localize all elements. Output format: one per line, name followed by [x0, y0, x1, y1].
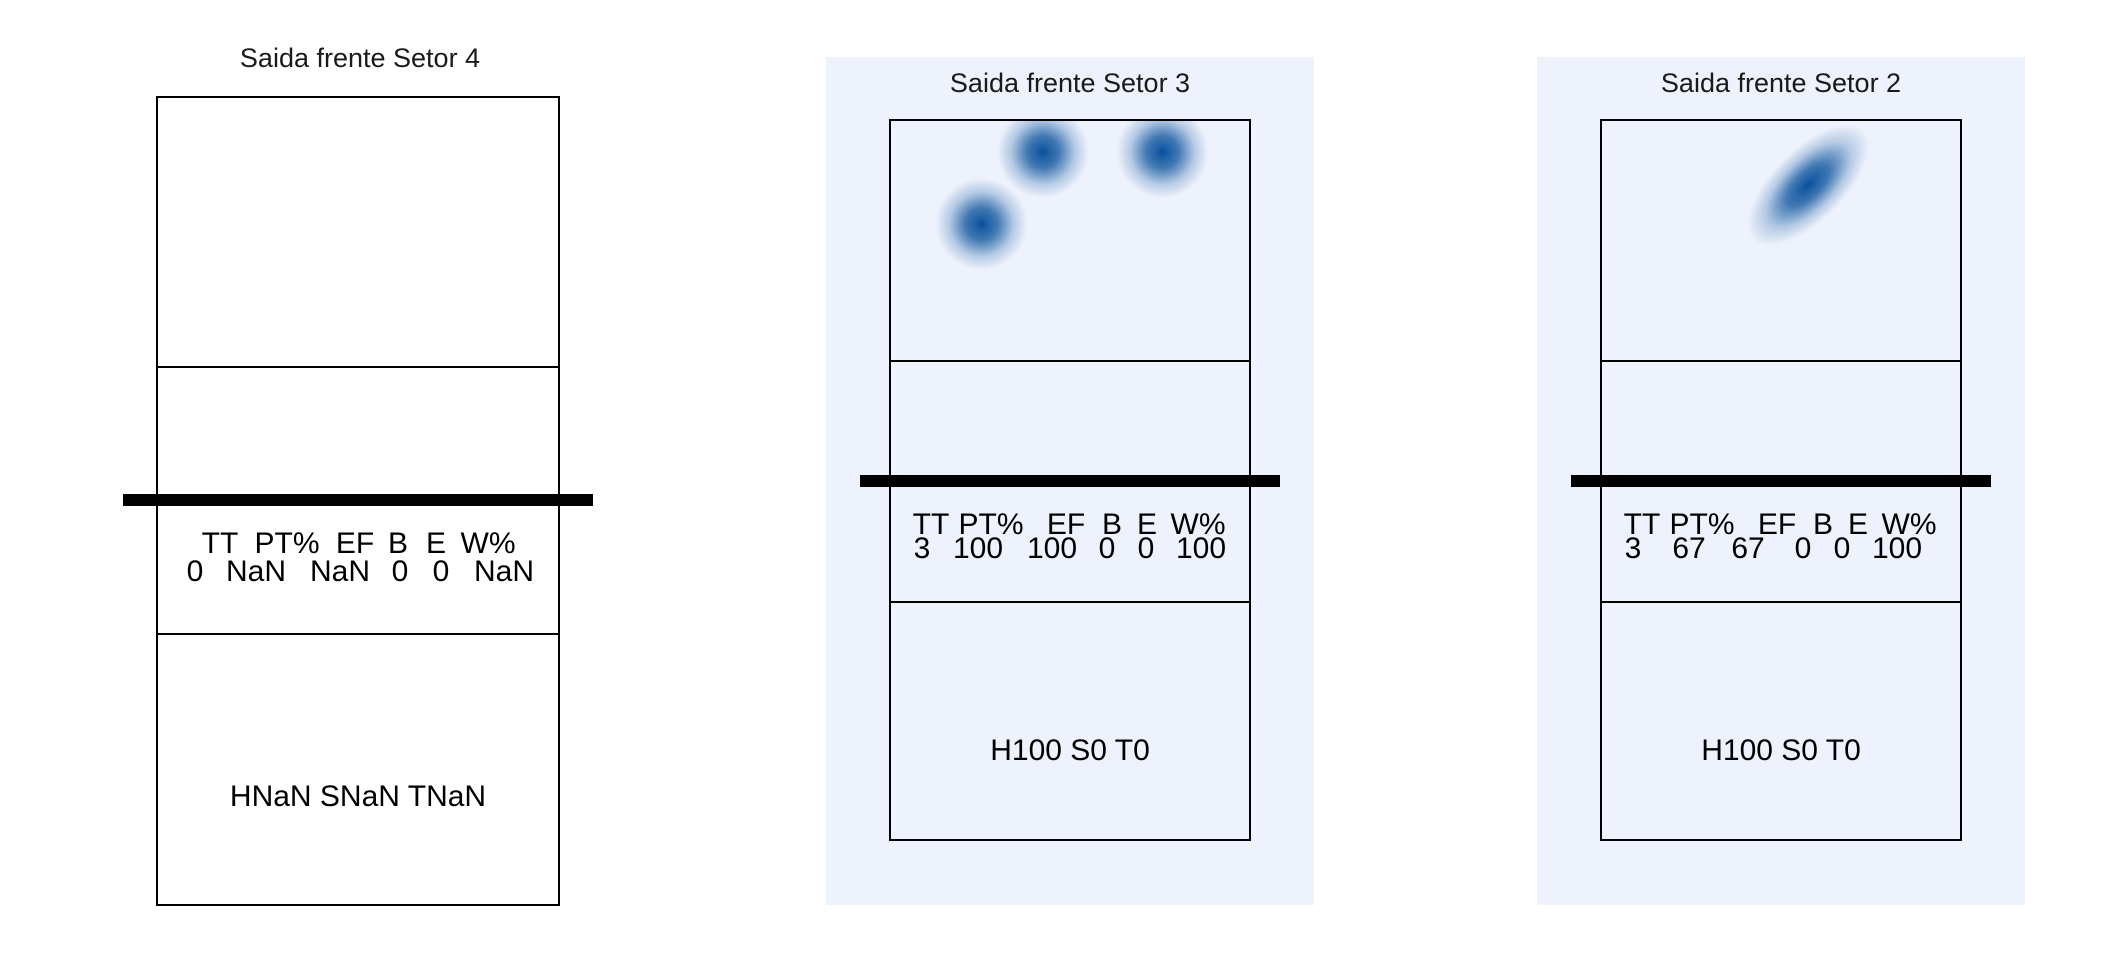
- attack-line-far: [1602, 360, 1960, 362]
- summary-text: H100 S0 T0: [1701, 734, 1861, 767]
- attack-line-far: [158, 366, 558, 368]
- stat-value-tt: 3: [913, 532, 931, 565]
- stat-value-w: NaN: [473, 555, 535, 588]
- stat-value-e: 0: [432, 555, 450, 588]
- stat-value-b: 0: [391, 555, 409, 588]
- stat-header-row: TT PT% EF B E W%: [158, 527, 558, 560]
- stat-value-ef: 67: [1731, 532, 1765, 565]
- summary-text: HNaN SNaN TNaN: [229, 780, 487, 813]
- stat-value-row: 0 NaN NaN 0 0 NaN: [158, 555, 558, 588]
- panel-setor-4: Saida frente Setor 4 TT PT% EF B E W% 0 …: [100, 35, 620, 915]
- stat-header-row: TT PT% EF B E W%: [1602, 508, 1960, 541]
- stat-header-row: TT PT% EF B E W%: [891, 508, 1249, 541]
- stat-header-w: W%: [1170, 508, 1226, 541]
- stat-header-w: W%: [460, 527, 516, 560]
- stat-header-b: B: [387, 527, 409, 560]
- density-heatmap: [935, 121, 1209, 271]
- stat-header-e: E: [1136, 508, 1158, 541]
- stat-value-w: 100: [1175, 532, 1227, 565]
- stat-value-row: 3 67 67 0 0 100: [1602, 532, 1960, 565]
- panel-setor-3: Saida frente Setor 3 TT PT% EF B E W% 3 …: [826, 57, 1314, 905]
- density-blob: [1747, 124, 1870, 246]
- stat-header-tt: TT: [1623, 508, 1661, 541]
- stat-value-row: 3 100 100 0 0 100: [891, 532, 1249, 565]
- stat-header-pt: PT%: [958, 508, 1024, 541]
- stat-header-ef: EF: [1046, 508, 1086, 541]
- stat-header-tt: TT: [912, 508, 950, 541]
- stat-value-b: 0: [1794, 532, 1812, 565]
- stat-value-tt: 0: [186, 555, 204, 588]
- density-heatmap: [1747, 124, 1870, 246]
- panel-title: Saida frente Setor 3: [949, 68, 1191, 98]
- net: [123, 494, 593, 506]
- stat-value-pt: 67: [1672, 532, 1706, 565]
- stat-value-pt: NaN: [225, 555, 287, 588]
- stat-value-b: 0: [1098, 532, 1116, 565]
- stat-value-w: 100: [1871, 532, 1923, 565]
- stat-header-e: E: [425, 527, 447, 560]
- stat-value-e: 0: [1137, 532, 1155, 565]
- stat-value-pt: 100: [952, 532, 1004, 565]
- net: [860, 475, 1280, 487]
- summary-text: H100 S0 T0: [990, 734, 1150, 767]
- stat-header-e: E: [1847, 508, 1869, 541]
- stat-value-e: 0: [1833, 532, 1851, 565]
- density-blob: [997, 121, 1090, 199]
- density-blob: [935, 178, 1028, 271]
- stat-header-ef: EF: [1757, 508, 1797, 541]
- stat-header-pt: PT%: [254, 527, 320, 560]
- stat-value-ef: 100: [1026, 532, 1078, 565]
- stat-header-tt: TT: [201, 527, 239, 560]
- net: [1571, 475, 1991, 487]
- panel-title: Saida frente Setor 2: [1660, 68, 1902, 98]
- stat-header-ef: EF: [335, 527, 375, 560]
- stat-header-b: B: [1101, 508, 1123, 541]
- stat-header-b: B: [1812, 508, 1834, 541]
- density-blob: [1116, 121, 1209, 199]
- attack-line-far: [891, 360, 1249, 362]
- stat-header-pt: PT%: [1669, 508, 1735, 541]
- stat-value-ef: NaN: [309, 555, 371, 588]
- stat-value-tt: 3: [1624, 532, 1642, 565]
- panel-setor-2: Saida frente Setor 2 TT PT% EF B E W% 3 …: [1537, 57, 2025, 905]
- attack-line-near: [1602, 601, 1960, 603]
- attack-line-near: [158, 633, 558, 635]
- attack-line-near: [891, 601, 1249, 603]
- panel-title: Saida frente Setor 4: [239, 43, 481, 73]
- stat-header-w: W%: [1881, 508, 1937, 541]
